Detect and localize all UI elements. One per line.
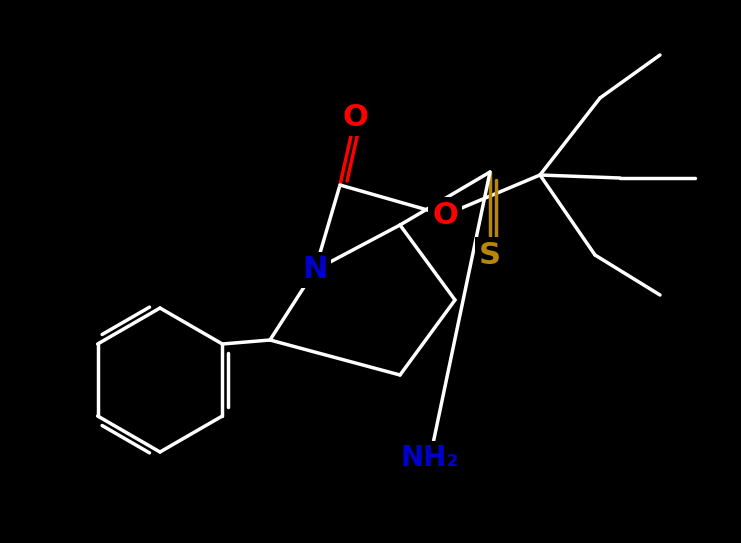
- Text: NH₂: NH₂: [401, 444, 459, 472]
- Text: N: N: [302, 256, 328, 285]
- Text: S: S: [479, 241, 501, 269]
- Text: O: O: [342, 104, 368, 132]
- Text: O: O: [432, 200, 458, 230]
